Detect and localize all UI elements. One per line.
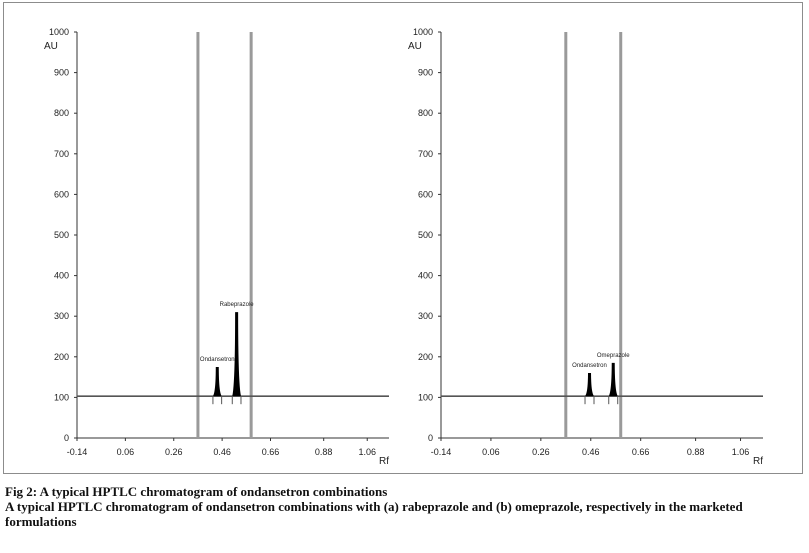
- y-tick-label: 200: [54, 352, 69, 362]
- vertical-marker-line: [564, 32, 568, 438]
- figure-caption: Fig 2: A typical HPTLC chromatogram of o…: [5, 484, 805, 529]
- y-tick-label: 300: [54, 311, 69, 321]
- x-tick-label: 0.46: [582, 447, 600, 457]
- y-axis-label: AU: [408, 41, 422, 52]
- y-tick-label: 400: [54, 271, 69, 281]
- x-tick-label: 0.06: [482, 447, 500, 457]
- x-tick-label: 0.46: [213, 447, 231, 457]
- y-tick-label: 500: [418, 230, 433, 240]
- y-tick-label: 600: [418, 189, 433, 199]
- x-tick-label: 1.06: [732, 447, 750, 457]
- x-tick-label: 0.88: [315, 447, 333, 457]
- chart-panel-a: 0 100 200 300 400 500 600 700 800 900 1000 -0.14 0.0…: [44, 27, 389, 467]
- peak-label: Omeprazole: [597, 353, 630, 359]
- y-tick-label: 300: [418, 311, 433, 321]
- x-tick-label: 0.26: [532, 447, 550, 457]
- peak: [232, 312, 241, 397]
- y-tick-label: 200: [418, 352, 433, 362]
- vertical-marker-line: [196, 32, 200, 438]
- y-axis-label: AU: [44, 41, 58, 52]
- y-tick-label: 500: [54, 230, 69, 240]
- y-tick-label: 1000: [413, 27, 433, 37]
- vertical-marker-line: [619, 32, 623, 438]
- x-tick-label: -0.14: [67, 447, 88, 457]
- y-tick-label: 100: [54, 392, 69, 402]
- x-axis-label: Rf: [753, 456, 763, 467]
- y-tick-label: 700: [54, 149, 69, 159]
- x-tick-label: 0.88: [687, 447, 705, 457]
- x-tick-label: 0.66: [632, 447, 650, 457]
- y-tick-label: 100: [418, 392, 433, 402]
- peak-label: Ondansetron: [572, 363, 607, 369]
- x-tick-label: 0.66: [262, 447, 280, 457]
- peak-label: Ondansetron: [200, 357, 235, 363]
- y-tick-label: 900: [54, 68, 69, 78]
- y-tick-label: 600: [54, 189, 69, 199]
- caption-title: Fig 2: A typical HPTLC chromatogram of o…: [5, 484, 388, 499]
- y-tick-label: 0: [64, 433, 69, 443]
- peak: [608, 362, 618, 397]
- y-tick-label: 900: [418, 68, 433, 78]
- figure-frame: [3, 2, 803, 474]
- x-tick-label: 0.26: [165, 447, 183, 457]
- x-axis-label: Rf: [379, 456, 389, 467]
- x-tick-label: 0.06: [117, 447, 135, 457]
- y-tick-label: 1000: [49, 27, 69, 37]
- y-tick-label: 700: [418, 149, 433, 159]
- y-tick-label: 0: [428, 433, 433, 443]
- x-tick-label: 1.06: [358, 447, 376, 457]
- peak-label: Rabeprazole: [220, 302, 255, 308]
- vertical-marker-line: [249, 32, 253, 438]
- chart-panel-b: 0 100 200 300 400 500 600 700 800 900 1000 -0.14 0.0…: [408, 27, 763, 467]
- caption-description: A typical HPTLC chromatogram of ondanset…: [5, 499, 743, 529]
- y-tick-label: 400: [418, 271, 433, 281]
- x-tick-label: -0.14: [431, 447, 452, 457]
- peak: [585, 373, 595, 397]
- y-tick-label: 800: [54, 108, 69, 118]
- y-tick-label: 800: [418, 108, 433, 118]
- peak: [212, 366, 222, 397]
